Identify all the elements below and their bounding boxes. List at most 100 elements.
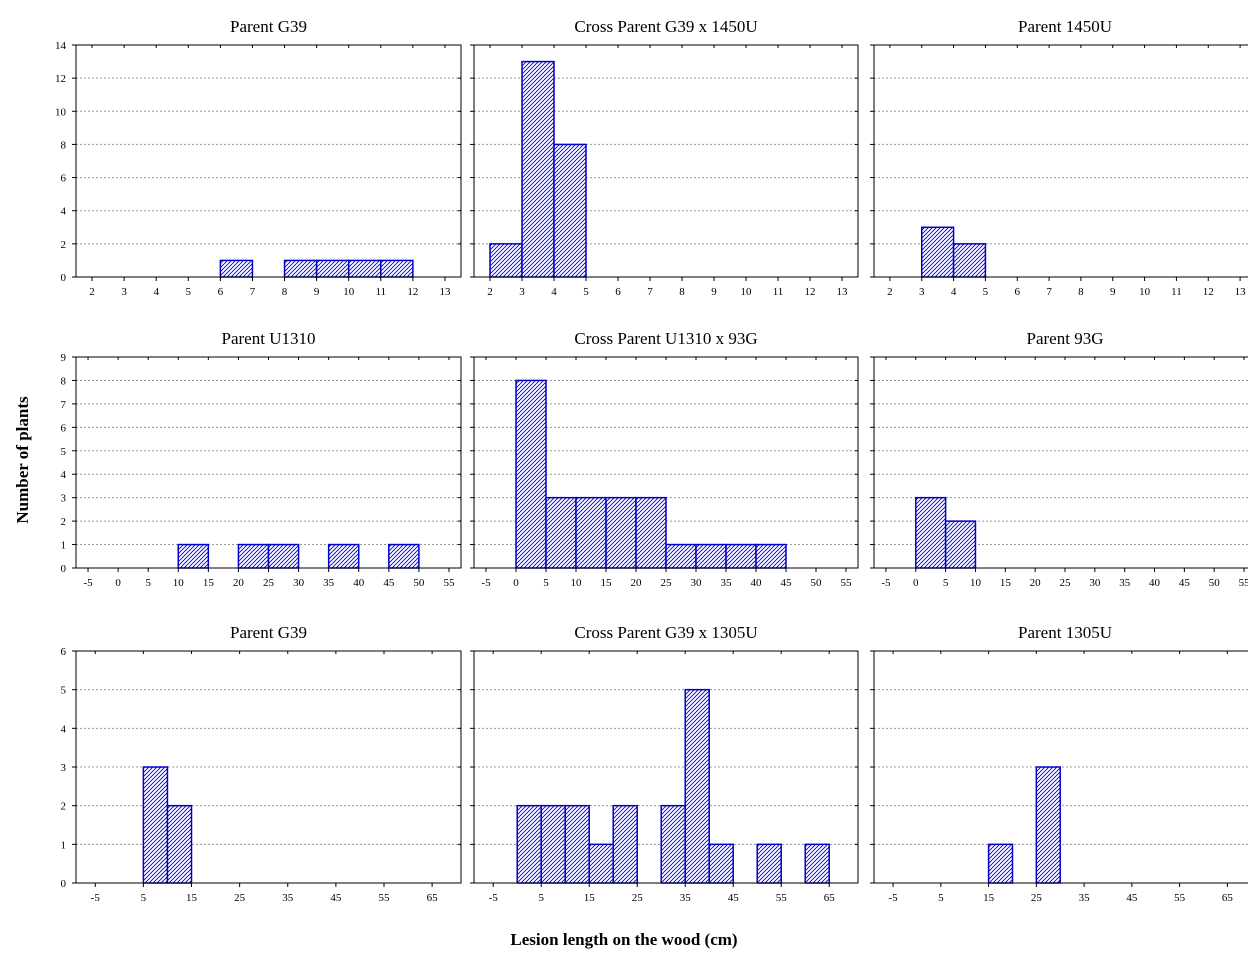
panel-2: Cross Parent G39 x 1450U 2 3 4 5 6 7 8 9 10 11 12 13	[470, 17, 859, 298]
histogram-bar	[605, 496, 637, 569]
plot-frame	[473, 44, 859, 278]
x-tick-label: 30	[293, 577, 305, 589]
histogram-bar	[987, 843, 1014, 884]
x-tick-label: 7	[1046, 286, 1052, 298]
x-tick-label: 50	[413, 577, 425, 589]
histogram-bar	[695, 543, 727, 569]
x-tick-label: 15	[584, 892, 596, 904]
histogram-bar	[564, 804, 590, 884]
y-tick-label: 12	[55, 73, 66, 85]
histogram-bar	[177, 543, 210, 569]
x-tick-label: 4	[951, 286, 957, 298]
x-tick-label: 55	[1174, 892, 1186, 904]
x-tick-label: 11	[375, 286, 386, 298]
x-tick-label: 20	[631, 577, 643, 589]
y-tick-label: 9	[61, 352, 67, 364]
x-tick-label: 55	[379, 892, 391, 904]
histogram-bar	[804, 843, 830, 884]
histogram-bar	[237, 543, 270, 569]
x-tick-label: 0	[115, 577, 121, 589]
x-tick-label: 10	[1139, 286, 1151, 298]
x-tick-label: 20	[233, 577, 245, 589]
y-tick-label: 2	[61, 516, 67, 528]
x-tick-label: 45	[1179, 577, 1191, 589]
x-tick-label: 2	[887, 286, 893, 298]
panel-3: Parent 1450U 2 3 4 5 6 7 8 9 10 11 12 13	[870, 17, 1248, 298]
x-tick-label: 8	[282, 286, 288, 298]
histogram-bar	[635, 496, 667, 569]
histogram-bar	[267, 543, 300, 569]
x-tick-label: 65	[824, 892, 836, 904]
panel-4: Parent U1310-5 0 5 10 15 20 25 30 35 40 45 50 550123…	[61, 329, 462, 589]
histogram-bar	[660, 804, 686, 884]
y-tick-label: 6	[61, 422, 67, 434]
histogram-bar	[388, 543, 420, 569]
panel-title: Cross Parent G39 x 1450U	[574, 17, 757, 36]
panel-8: Cross Parent G39 x 1305U -5 5 15 25 35 45 55 65	[470, 623, 859, 904]
x-tick-label: 13	[1235, 286, 1247, 298]
x-tick-label: 40	[353, 577, 365, 589]
x-tick-label: 35	[680, 892, 692, 904]
y-tick-label: 2	[61, 239, 67, 251]
histogram-bar	[708, 843, 734, 884]
x-tick-label: 15	[203, 577, 215, 589]
histogram-bar	[952, 243, 987, 278]
y-tick-label: 1	[61, 540, 67, 552]
x-tick-label: 35	[323, 577, 335, 589]
y-tick-label: 4	[61, 723, 67, 735]
plot-frame	[75, 44, 462, 278]
x-tick-label: 40	[1149, 577, 1161, 589]
x-tick-label: 10	[571, 577, 583, 589]
x-tick-label: 5	[141, 892, 147, 904]
x-tick-label: 5	[543, 577, 549, 589]
histogram-bar	[166, 804, 193, 884]
panel-title: Cross Parent U1310 x 93G	[574, 329, 757, 348]
x-tick-label: 35	[1119, 577, 1131, 589]
x-tick-label: 5	[983, 286, 989, 298]
x-tick-label: 50	[811, 577, 823, 589]
x-tick-label: 4	[153, 286, 159, 298]
histogram-bar	[521, 60, 555, 278]
x-tick-label: 25	[1060, 577, 1072, 589]
x-tick-label: 4	[551, 286, 557, 298]
plot-frame	[873, 44, 1248, 278]
x-tick-label: 25	[234, 892, 246, 904]
x-tick-label: 55	[776, 892, 788, 904]
x-tick-label: 55	[1239, 577, 1248, 589]
x-tick-label: -5	[881, 577, 891, 589]
histogram-bar	[327, 543, 360, 569]
x-axis-label: Lesion length on the wood (cm)	[510, 930, 738, 949]
x-tick-label: 11	[1171, 286, 1182, 298]
x-tick-label: 6	[218, 286, 224, 298]
x-tick-label: 13	[439, 286, 451, 298]
y-axis-label: Number of plants	[6, 340, 46, 580]
x-tick-label: 6	[615, 286, 621, 298]
x-tick-label: 12	[407, 286, 418, 298]
x-tick-label: 5	[943, 577, 949, 589]
x-tick-label: 0	[513, 577, 519, 589]
x-tick-label: -5	[489, 892, 499, 904]
panel-title: Parent G39	[230, 623, 307, 642]
y-tick-label: 3	[61, 762, 67, 774]
panel-9: Parent 1305U -5 5 15 25 35 45 55 65	[870, 623, 1248, 904]
x-tick-label: 0	[913, 577, 919, 589]
x-tick-label: 55	[841, 577, 853, 589]
x-tick-label: 25	[632, 892, 644, 904]
x-tick-label: 5	[583, 286, 589, 298]
y-tick-label: 6	[61, 646, 67, 658]
x-tick-label: 10	[173, 577, 185, 589]
y-tick-label: 2	[61, 801, 67, 813]
x-tick-label: 15	[601, 577, 613, 589]
histogram-bar	[380, 259, 414, 278]
y-tick-label: 8	[61, 139, 67, 151]
x-tick-label: 2	[487, 286, 493, 298]
x-tick-label: 45	[781, 577, 793, 589]
histogram-bar	[553, 143, 587, 278]
histogram-bar	[665, 543, 697, 569]
y-tick-label: 5	[61, 446, 67, 458]
x-tick-label: 9	[314, 286, 320, 298]
x-tick-label: 35	[282, 892, 294, 904]
y-axis-label-text: Number of plants	[13, 396, 32, 524]
x-tick-label: 25	[661, 577, 673, 589]
histogram-bar	[575, 496, 607, 569]
